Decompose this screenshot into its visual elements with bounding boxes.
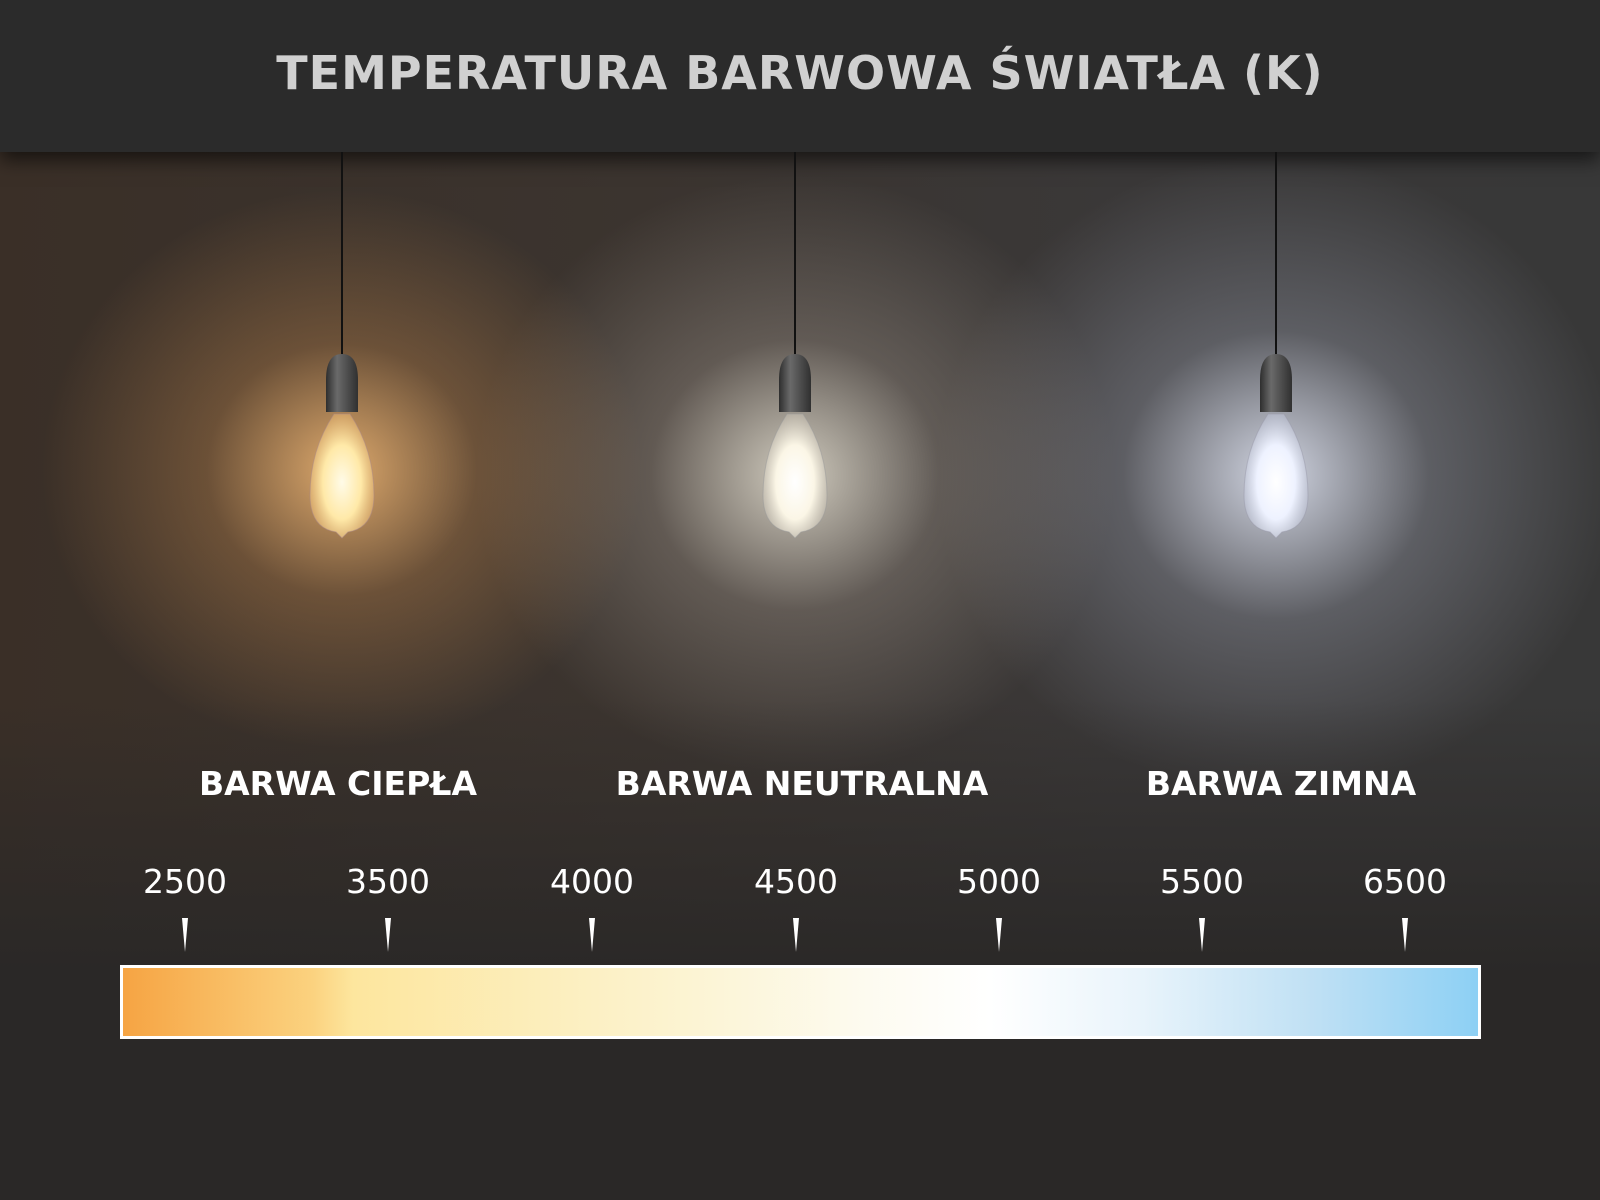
tick-marker xyxy=(1199,918,1205,952)
tick-marker xyxy=(385,918,391,952)
bulb-glass xyxy=(309,413,375,539)
tick-label: 5500 xyxy=(1160,862,1244,901)
background-fade xyxy=(0,700,1600,1200)
bulb-warm xyxy=(309,152,375,539)
tick-label: 6500 xyxy=(1363,862,1447,901)
page-title: TEMPERATURA BARWOWA ŚWIATŁA (K) xyxy=(276,46,1324,100)
tick-marker xyxy=(182,918,188,952)
tick-label: 4000 xyxy=(550,862,634,901)
color-temperature-gradient-bar xyxy=(120,965,1481,1039)
bulb-glass xyxy=(1243,413,1309,539)
bulb-glass xyxy=(762,413,828,539)
socket xyxy=(1260,354,1292,412)
label-warm: BARWA CIEPŁA xyxy=(198,764,478,803)
tick-label: 2500 xyxy=(143,862,227,901)
tick-marker xyxy=(1402,918,1408,952)
bulb-neutral xyxy=(762,152,828,539)
tick-marker xyxy=(996,918,1002,952)
header: TEMPERATURA BARWOWA ŚWIATŁA (K) xyxy=(0,0,1600,152)
label-neutral: BARWA NEUTRALNA xyxy=(615,764,989,803)
label-cold: BARWA ZIMNA xyxy=(1145,764,1417,803)
tick-label: 5000 xyxy=(957,862,1041,901)
tick-marker xyxy=(589,918,595,952)
tick-label: 4500 xyxy=(754,862,838,901)
socket xyxy=(326,354,358,412)
tick-label: 3500 xyxy=(346,862,430,901)
tick-marker xyxy=(793,918,799,952)
bulb-cold xyxy=(1243,152,1309,539)
socket xyxy=(779,354,811,412)
